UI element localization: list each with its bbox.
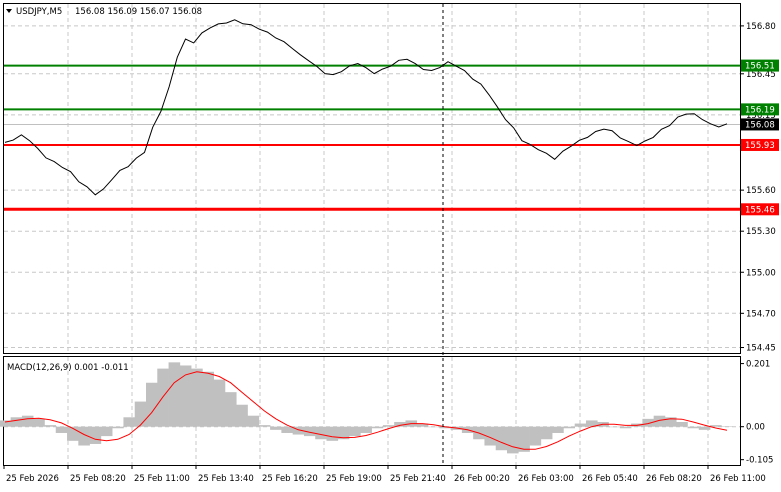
y-tick-label: 156.80 bbox=[746, 22, 776, 32]
macd-label: MACD(12,26,9) 0.001 -0.011 bbox=[7, 363, 129, 373]
macd-bar bbox=[496, 427, 508, 451]
x-tick-label: 25 Feb 21:40 bbox=[390, 474, 446, 484]
macd-bar bbox=[214, 380, 226, 427]
symbol-timeframe: USDJPY,M5 bbox=[16, 7, 62, 17]
macd-bar bbox=[372, 427, 384, 429]
macd-bar bbox=[11, 417, 23, 426]
level-tag-text: 155.93 bbox=[745, 141, 775, 151]
macd-bar bbox=[327, 427, 339, 441]
macd-bar bbox=[383, 425, 395, 427]
x-tick-label: 25 Feb 16:20 bbox=[262, 474, 318, 484]
x-tick-label: 25 Feb 13:40 bbox=[198, 474, 254, 484]
macd-bar bbox=[270, 427, 282, 430]
main-plot-frame bbox=[4, 4, 741, 354]
macd-bar bbox=[541, 427, 553, 440]
macd-tick-label: -0.105 bbox=[746, 456, 773, 466]
y-tick-label: 155.60 bbox=[746, 186, 776, 196]
macd-bar bbox=[112, 427, 124, 429]
macd-bar bbox=[236, 405, 248, 427]
macd-bar bbox=[191, 369, 203, 427]
macd-bar bbox=[360, 427, 372, 433]
x-tick-label: 26 Feb 00:20 bbox=[454, 474, 510, 484]
macd-bar bbox=[135, 402, 147, 427]
macd-bar bbox=[169, 362, 181, 426]
macd-bar bbox=[146, 383, 158, 427]
macd-bar bbox=[530, 427, 542, 446]
y-tick-label: 155.00 bbox=[746, 268, 776, 278]
macd-bar bbox=[349, 427, 361, 436]
macd-bar bbox=[676, 422, 688, 427]
macd-bar bbox=[575, 424, 587, 427]
macd-tick-label: 0.00 bbox=[746, 423, 765, 433]
macd-bar bbox=[101, 427, 113, 436]
macd-bar bbox=[44, 425, 56, 427]
level-tag-text: 156.51 bbox=[745, 62, 775, 72]
macd-bar bbox=[259, 425, 271, 427]
macd-bar bbox=[281, 427, 293, 433]
macd-bar bbox=[552, 427, 564, 433]
macd-tick-label: 0.201 bbox=[746, 360, 770, 370]
macd-bar bbox=[721, 426, 733, 427]
level-tag-text: 156.19 bbox=[745, 105, 775, 115]
macd-bar bbox=[248, 416, 260, 427]
x-tick-label: 25 Feb 2026 bbox=[6, 474, 59, 484]
ohlc-values: 156.08 156.09 156.07 156.08 bbox=[75, 7, 202, 17]
x-tick-label: 25 Feb 19:00 bbox=[326, 474, 382, 484]
x-tick-label: 26 Feb 08:20 bbox=[646, 474, 702, 484]
time-axis: 25 Feb 2026 25 Feb 08:20 25 Feb 11:00 25 Fe… bbox=[4, 465, 766, 484]
macd-bar bbox=[56, 427, 68, 433]
macd-bar bbox=[157, 369, 169, 427]
x-tick-label: 25 Feb 11:00 bbox=[134, 474, 190, 484]
x-tick-label: 26 Feb 03:00 bbox=[518, 474, 574, 484]
macd-bar bbox=[507, 427, 519, 454]
y-tick-label: 154.45 bbox=[746, 344, 776, 354]
macd-bar bbox=[428, 427, 440, 428]
macd-bar bbox=[90, 427, 102, 444]
macd-bar bbox=[688, 427, 700, 429]
price-axis: 156.80156.45156.15155.60155.30155.00154.… bbox=[740, 22, 779, 466]
macd-bar bbox=[620, 427, 632, 429]
macd-bar bbox=[202, 372, 214, 427]
macd-bar bbox=[315, 427, 327, 440]
y-tick-label: 155.30 bbox=[746, 227, 776, 237]
macd-bar bbox=[33, 419, 45, 427]
chart-header: USDJPY,M5 156.08 156.09 156.07 156.08 bbox=[6, 7, 202, 17]
current-price-text: 156.08 bbox=[745, 120, 775, 130]
x-tick-label: 26 Feb 05:40 bbox=[582, 474, 638, 484]
macd-bar bbox=[123, 417, 135, 426]
y-tick-label: 154.70 bbox=[746, 309, 776, 319]
macd-bar bbox=[563, 427, 575, 429]
macd-bar bbox=[22, 416, 34, 427]
macd-bar bbox=[225, 392, 237, 427]
level-tag-text: 155.46 bbox=[745, 205, 775, 215]
macd-bar bbox=[699, 427, 711, 430]
x-tick-label: 25 Feb 08:20 bbox=[70, 474, 126, 484]
macd-bar bbox=[609, 427, 621, 428]
macd-bar bbox=[710, 425, 722, 427]
x-tick-label: 26 Feb 11:00 bbox=[710, 474, 766, 484]
